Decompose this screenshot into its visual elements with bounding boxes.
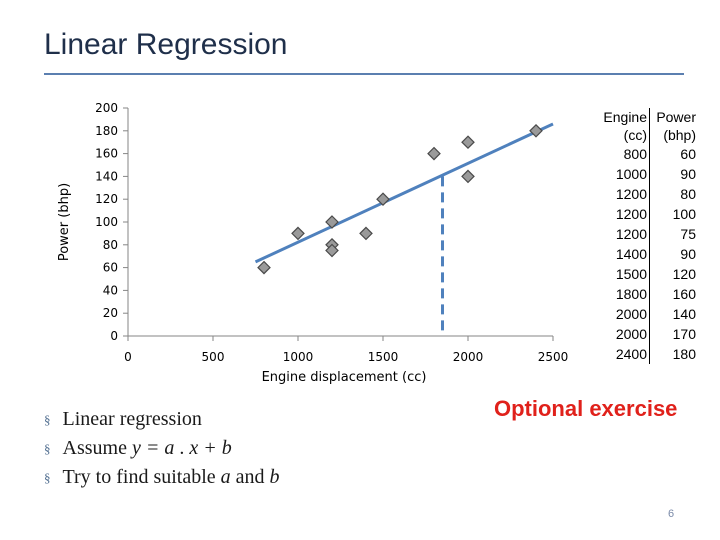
y-tick-label: 160 (95, 147, 118, 161)
data-point (461, 169, 475, 184)
table-cell-power: 60 (680, 146, 696, 162)
table-cell-engine: 2000 (597, 324, 650, 344)
table-header-power: Power (bhp) (656, 109, 696, 143)
x-tick-label: 2000 (453, 350, 484, 364)
table-cell-power: 90 (680, 166, 696, 182)
table-cell-power: 80 (680, 186, 696, 202)
x-tick-label: 2500 (538, 350, 569, 364)
y-tick-label: 200 (95, 101, 118, 115)
bullet-text: Linear regression (62, 408, 202, 430)
y-tick-label: 100 (95, 215, 118, 229)
table-row: 2000 170 (597, 324, 698, 344)
table-row: 1200 100 (597, 204, 698, 224)
table-cell-engine: 1500 (597, 264, 650, 284)
table-cell-engine: 1200 (597, 184, 650, 204)
data-point (257, 260, 271, 275)
bullet-text: Try to find suitable a and b (62, 466, 280, 488)
table-cell-power: 160 (672, 286, 696, 302)
table-row: 1000 90 (597, 164, 698, 184)
table-header-engine: Engine (cc) (597, 108, 650, 144)
table-cell-engine: 2400 (597, 344, 650, 364)
table-row: 2400 180 (597, 344, 698, 364)
table-cell-engine: 1200 (597, 204, 650, 224)
y-tick-label: 40 (103, 283, 118, 297)
data-point (529, 123, 543, 138)
table-cell-engine: 1400 (597, 244, 650, 264)
y-axis-label: Power (bhp) (57, 183, 72, 261)
table-cell-engine: 800 (597, 144, 650, 164)
data-point (376, 192, 390, 207)
table-cell-power: 90 (680, 246, 696, 262)
table-cell-power: 140 (672, 306, 696, 322)
table-cell-power: 180 (672, 346, 696, 362)
table-row: 1200 75 (597, 224, 698, 244)
title-underline (44, 73, 684, 75)
bullet-item: § Try to find suitable a and b (44, 463, 280, 492)
y-tick-label: 80 (103, 238, 118, 252)
bullet-marker-icon: § (44, 440, 51, 456)
table-cell-power: 75 (680, 226, 696, 242)
bullet-text: Assume y = a . x + b (62, 437, 232, 459)
y-tick-label: 60 (103, 261, 118, 275)
data-point (325, 215, 339, 229)
data-point (325, 243, 339, 258)
optional-exercise-label: Optional exercise (494, 396, 678, 421)
bullet-item: § Assume y = a . x + b (44, 434, 280, 463)
bullet-marker-icon: § (44, 411, 51, 427)
y-tick-label: 20 (103, 306, 118, 320)
table-row: 1800 160 (597, 284, 698, 304)
table-row: 1400 90 (597, 244, 698, 264)
table-row: 1500 120 (597, 264, 698, 284)
table-cell-engine: 1000 (597, 164, 650, 184)
table-cell-engine: 1200 (597, 224, 650, 244)
x-axis-label: Engine displacement (cc) (262, 370, 427, 385)
x-tick-label: 0 (124, 350, 132, 364)
bullet-marker-icon: § (44, 469, 51, 485)
bullet-list: § Linear regression § Assume y = a . x +… (44, 405, 280, 492)
bullet-item: § Linear regression (44, 405, 280, 434)
data-point (359, 226, 373, 241)
regression-fit-line (254, 122, 554, 264)
y-tick-label: 140 (95, 169, 118, 183)
table-row: 800 60 (597, 144, 698, 164)
table-row: 2000 140 (597, 304, 698, 324)
y-tick-label: 120 (95, 192, 118, 206)
table-cell-engine: 2000 (597, 304, 650, 324)
data-point (461, 135, 475, 150)
y-tick-label: 180 (95, 124, 118, 138)
table-row: 1200 80 (597, 184, 698, 204)
data-table: Engine (cc) Power (bhp) 800 60 1000 90 1200 8… (597, 108, 698, 364)
x-tick-label: 1500 (368, 350, 399, 364)
slide-title: Linear Regression (44, 28, 288, 61)
data-point (427, 146, 441, 161)
y-tick-label: 0 (110, 329, 118, 343)
x-tick-label: 500 (202, 350, 225, 364)
table-cell-power: 120 (672, 266, 696, 282)
x-tick-label: 1000 (283, 350, 314, 364)
table-cell-power: 100 (672, 206, 696, 222)
table-cell-power: 170 (672, 326, 696, 342)
table-cell-engine: 1800 (597, 284, 650, 304)
page-number: 6 (668, 508, 675, 520)
data-point (291, 226, 305, 241)
